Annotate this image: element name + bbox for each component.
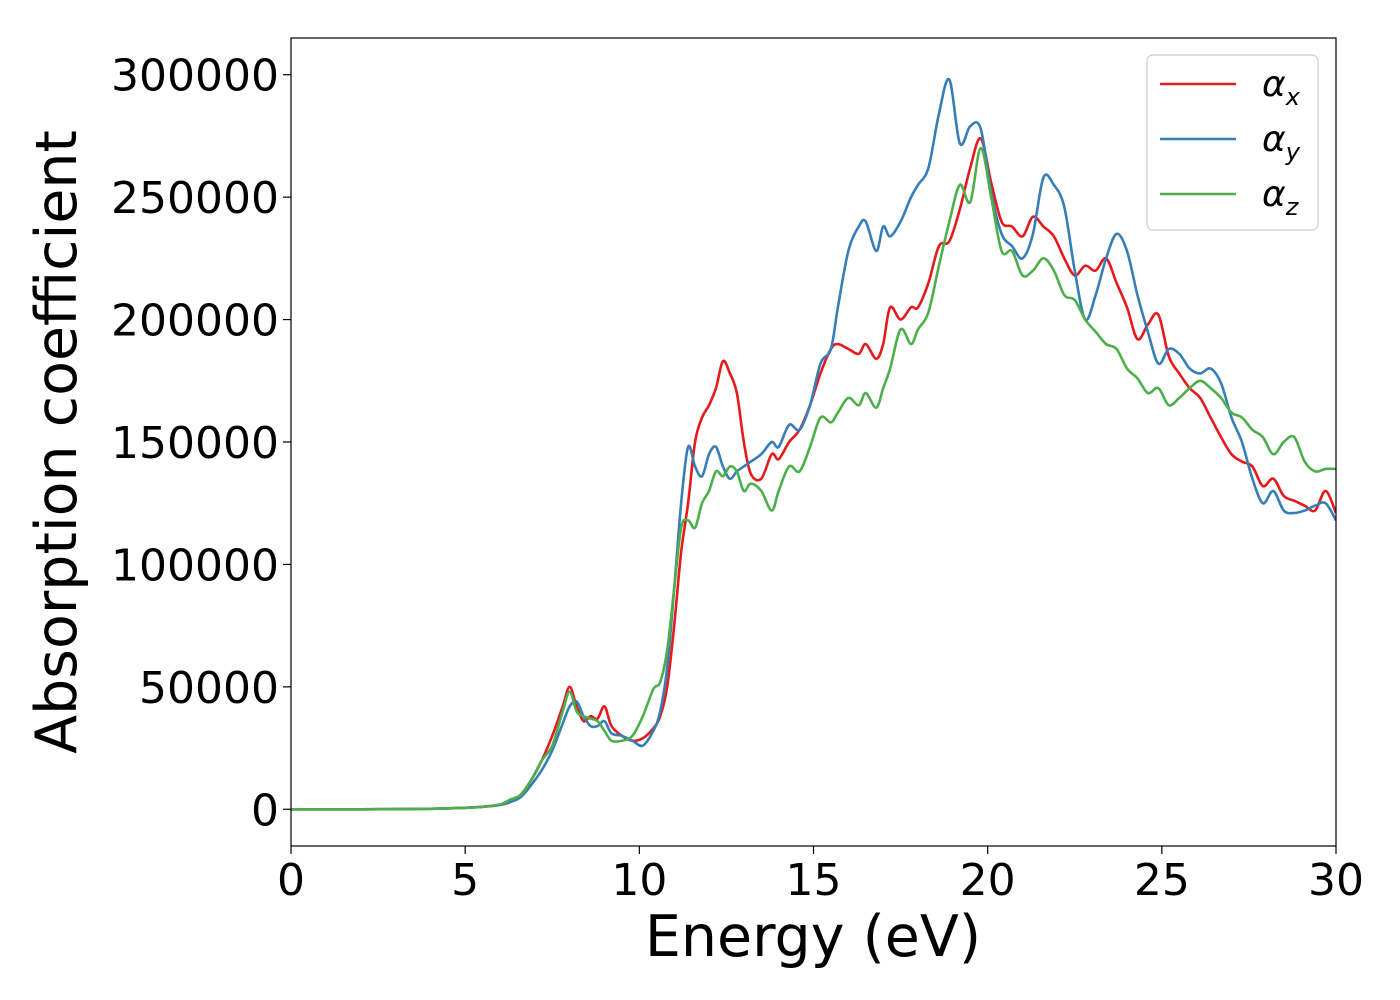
legend-label-symbol: α	[1262, 64, 1286, 105]
legend-label-x: αx	[1262, 64, 1301, 111]
legend-box	[1146, 54, 1319, 231]
y-tick-label: 100000	[111, 540, 279, 591]
x-axis-ticks: 0 5 10 15 20 25 30	[277, 846, 1364, 906]
y-tick-label: 50000	[139, 663, 279, 714]
x-axis-label: Energy (eV)	[645, 904, 981, 970]
y-tick-label: 200000	[111, 296, 279, 347]
legend-label-symbol: α	[1262, 174, 1286, 215]
x-tick-label: 5	[451, 855, 479, 906]
x-tick-label: 20	[960, 855, 1016, 906]
legend-label-symbol: α	[1262, 119, 1286, 160]
x-tick-label: 30	[1308, 855, 1364, 906]
y-axis-ticks: 0 50000 100000 150000 200000 250000 300000	[111, 51, 291, 836]
series-layer	[291, 77, 1336, 811]
y-tick-label: 300000	[111, 51, 279, 102]
y-tick-label: 250000	[111, 173, 279, 224]
legend-label-subscript: y	[1285, 138, 1301, 166]
series-line-z	[291, 146, 1336, 811]
y-axis-label: Absorption coefficient	[24, 130, 90, 754]
series-line-x	[291, 137, 1336, 811]
series-line-y	[291, 77, 1336, 811]
legend-label-z: αz	[1262, 174, 1300, 221]
y-tick-label: 150000	[111, 418, 279, 469]
legend-label-subscript: x	[1285, 83, 1301, 111]
x-tick-label: 15	[786, 855, 842, 906]
legend-label-subscript: z	[1285, 193, 1300, 221]
x-tick-label: 0	[277, 855, 305, 906]
x-tick-label: 10	[611, 855, 667, 906]
x-tick-label: 25	[1134, 855, 1190, 906]
y-tick-label: 0	[251, 785, 279, 836]
legend-label-y: αy	[1262, 119, 1301, 166]
